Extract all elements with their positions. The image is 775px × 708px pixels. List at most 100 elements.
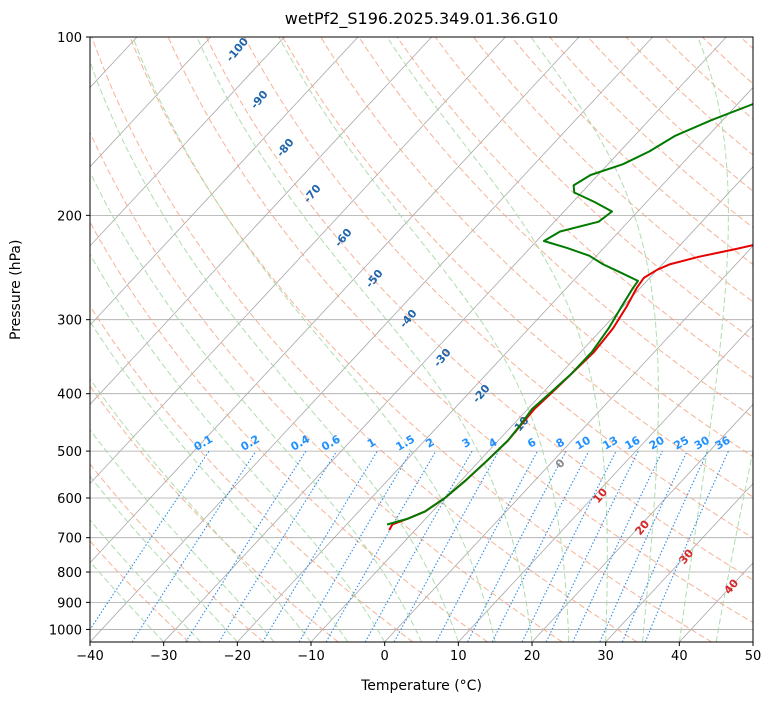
- dry-adiabat-line: [320, 37, 753, 458]
- moist-adiabat-line: [196, 37, 533, 642]
- mixing-ratio-label: 1.5: [394, 433, 417, 454]
- dry-adiabat-line: [90, 221, 488, 642]
- isotherm-line: [458, 324, 753, 642]
- background-lines: [0, 37, 753, 642]
- x-tick-label: −10: [297, 649, 324, 664]
- mixing-ratio-label: 36: [713, 433, 733, 452]
- y-tick-label: 400: [57, 388, 82, 403]
- mixing-ratio-line: [262, 450, 378, 642]
- y-axis-ticks: 100 200 300 400 500 600 700 800 900 1000: [49, 31, 90, 638]
- dry-adiabat-line: [129, 37, 712, 642]
- mixing-ratio-label: 0.6: [319, 432, 343, 453]
- chart-title: wetPf2_S196.2025.349.01.36.G10: [284, 9, 559, 28]
- isotherm-line: [90, 37, 211, 168]
- isotherm-line: [237, 86, 753, 642]
- dry-adiabat-line: [205, 37, 753, 581]
- plot-frame: [89, 36, 754, 643]
- isotherm-line: [90, 37, 580, 564]
- moist-adiabat-line: [278, 37, 570, 642]
- x-tick-label: 20: [524, 649, 541, 664]
- profile-lines: [386, 102, 753, 531]
- mixing-ratio-line: [218, 450, 338, 642]
- moist-adiabat-label: 10: [590, 485, 610, 505]
- dry-adiabat-label: -100: [223, 35, 251, 65]
- mixing-ratio-label: 0.2: [238, 433, 261, 454]
- y-tick-label: 500: [57, 445, 82, 460]
- moist-adiabat-line: [90, 519, 201, 642]
- y-tick-label: 700: [57, 532, 82, 547]
- x-tick-label: −30: [150, 649, 177, 664]
- mixing-ratio-line: [491, 450, 590, 642]
- dry-adiabat-line: [740, 37, 753, 50]
- moist-adiabat-line: [90, 428, 275, 642]
- isotherm-line: [531, 403, 753, 642]
- x-axis-label: Temperature (°C): [361, 678, 482, 694]
- dry-adiabat-line: [90, 540, 190, 642]
- isotherm-line: [90, 37, 285, 247]
- moist-adiabat-line: [132, 37, 496, 642]
- dry-adiabat-line: [701, 37, 753, 85]
- y-tick-label: 800: [57, 566, 82, 581]
- mixing-ratio-label: 2: [424, 436, 437, 451]
- dry-adiabat-line: [282, 37, 753, 498]
- dry-adiabat-line: [511, 37, 753, 266]
- x-tick-label: 40: [671, 649, 688, 664]
- mixing-ratio-line: [621, 450, 709, 642]
- dry-adiabat-line: [91, 37, 638, 642]
- y-tick-label: 900: [57, 596, 82, 611]
- y-tick-label: 1000: [49, 623, 82, 638]
- mixing-ratio-line: [393, 450, 500, 642]
- dry-adiabat-label: -70: [301, 182, 324, 206]
- isotherm-line: [384, 245, 753, 642]
- dry-adiabat-line: [663, 37, 753, 120]
- dry-adiabat-label: -50: [363, 267, 386, 291]
- mixing-ratio-line: [521, 450, 617, 642]
- dry-adiabat-line: [167, 37, 753, 624]
- mixing-ratio-line: [467, 450, 567, 642]
- dry-adiabat-line: [90, 385, 339, 642]
- moist-adiabat-label: 0: [553, 456, 568, 470]
- dry-adiabat-line: [90, 305, 414, 642]
- x-tick-label: 30: [597, 649, 614, 664]
- y-tick-label: 200: [57, 209, 82, 224]
- mixing-ratio-label: 4: [486, 435, 499, 450]
- moist-adiabat-line: [90, 253, 386, 642]
- temperature-profile: [388, 244, 753, 531]
- x-tick-label: 0: [381, 649, 389, 664]
- x-axis-ticks: −40 −30 −20 −10 0 10 20 30 40 50: [76, 642, 761, 664]
- moist-adiabat-line: [386, 37, 608, 642]
- mixing-ratio-label: 0.1: [192, 433, 215, 454]
- mixing-ratio-line: [545, 450, 639, 642]
- x-tick-label: 50: [745, 649, 762, 664]
- mixing-ratio-line: [435, 450, 538, 642]
- mixing-ratio-line: [572, 450, 663, 642]
- dry-adiabat-label: -60: [332, 226, 355, 250]
- isotherm-line: [0, 37, 63, 642]
- moist-adiabat-line: [90, 560, 165, 642]
- dry-adiabat-line: [358, 37, 753, 418]
- mixing-ratio-line: [599, 450, 688, 642]
- isotherm-line: [90, 37, 506, 485]
- x-tick-label: 10: [450, 649, 467, 664]
- mixing-ratio-line: [131, 450, 257, 642]
- dry-adiabat-line: [396, 37, 753, 379]
- moist-adiabat-line: [715, 448, 753, 642]
- y-tick-label: 600: [57, 492, 82, 507]
- dry-adiabat-label: -90: [248, 88, 271, 112]
- isotherm-line: [90, 37, 653, 642]
- mixing-ratio-line: [644, 450, 729, 642]
- x-tick-label: −20: [224, 649, 251, 664]
- mixing-ratio-line: [298, 450, 412, 642]
- isotherm-line: [605, 482, 753, 642]
- y-tick-label: 300: [57, 314, 82, 329]
- mixing-ratio-line: [90, 450, 210, 631]
- dry-adiabat-line: [90, 463, 264, 642]
- moist-adiabat-line: [90, 170, 422, 642]
- moist-adiabat-line: [90, 60, 459, 642]
- moist-adiabat-line: [678, 37, 729, 642]
- mixing-ratio-line: [364, 450, 473, 642]
- moist-adiabat-line: [90, 475, 238, 642]
- dry-adiabat-label: -30: [431, 346, 454, 370]
